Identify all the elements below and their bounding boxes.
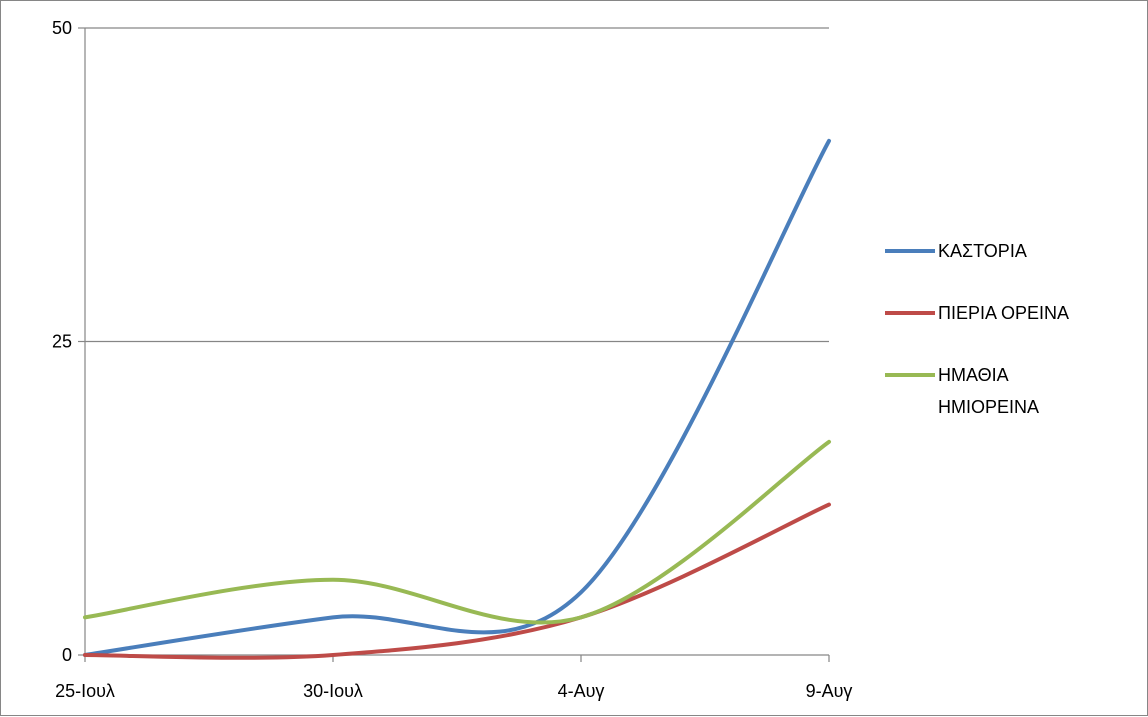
x-tick-label: 9-Αυγ: [806, 681, 853, 701]
axes: 0 25 50 25-Ιουλ 30-Ιουλ 4-Αυγ 9-Αυγ: [52, 18, 852, 701]
y-tick-label: 25: [52, 332, 72, 352]
legend-item: ΗΜΑΘΙΑ ΗΜΙΟΡΕΙΝΑ: [885, 365, 1039, 417]
legend-label: ΗΜΙΟΡΕΙΝΑ: [938, 397, 1039, 417]
legend-item: ΚΑΣΤΟΡΙΑ: [885, 241, 1027, 261]
x-tick-label: 4-Αυγ: [558, 681, 605, 701]
series-line-ημαθια-ημιορεινα: [83, 439, 831, 625]
legend-item: ΠΙΕΡΙΑ ΟΡΕΙΝΑ: [885, 303, 1069, 323]
y-tick-label: 0: [62, 645, 72, 665]
series-line-πιερια-ορεινα: [83, 502, 831, 660]
series-lines: [83, 138, 831, 660]
y-tick-label: 50: [52, 18, 72, 38]
gridlines: [85, 27, 829, 343]
legend-label: ΗΜΑΘΙΑ: [938, 365, 1009, 385]
legend-label: ΚΑΣΤΟΡΙΑ: [938, 241, 1027, 261]
x-tick-label: 30-Ιουλ: [303, 681, 363, 701]
x-tick-label: 25-Ιουλ: [55, 681, 115, 701]
legend-label: ΠΙΕΡΙΑ ΟΡΕΙΝΑ: [938, 303, 1069, 323]
series-line-καστορια: [83, 138, 831, 657]
legend: ΚΑΣΤΟΡΙΑ ΠΙΕΡΙΑ ΟΡΕΙΝΑ ΗΜΑΘΙΑ ΗΜΙΟΡΕΙΝΑ: [885, 241, 1069, 417]
